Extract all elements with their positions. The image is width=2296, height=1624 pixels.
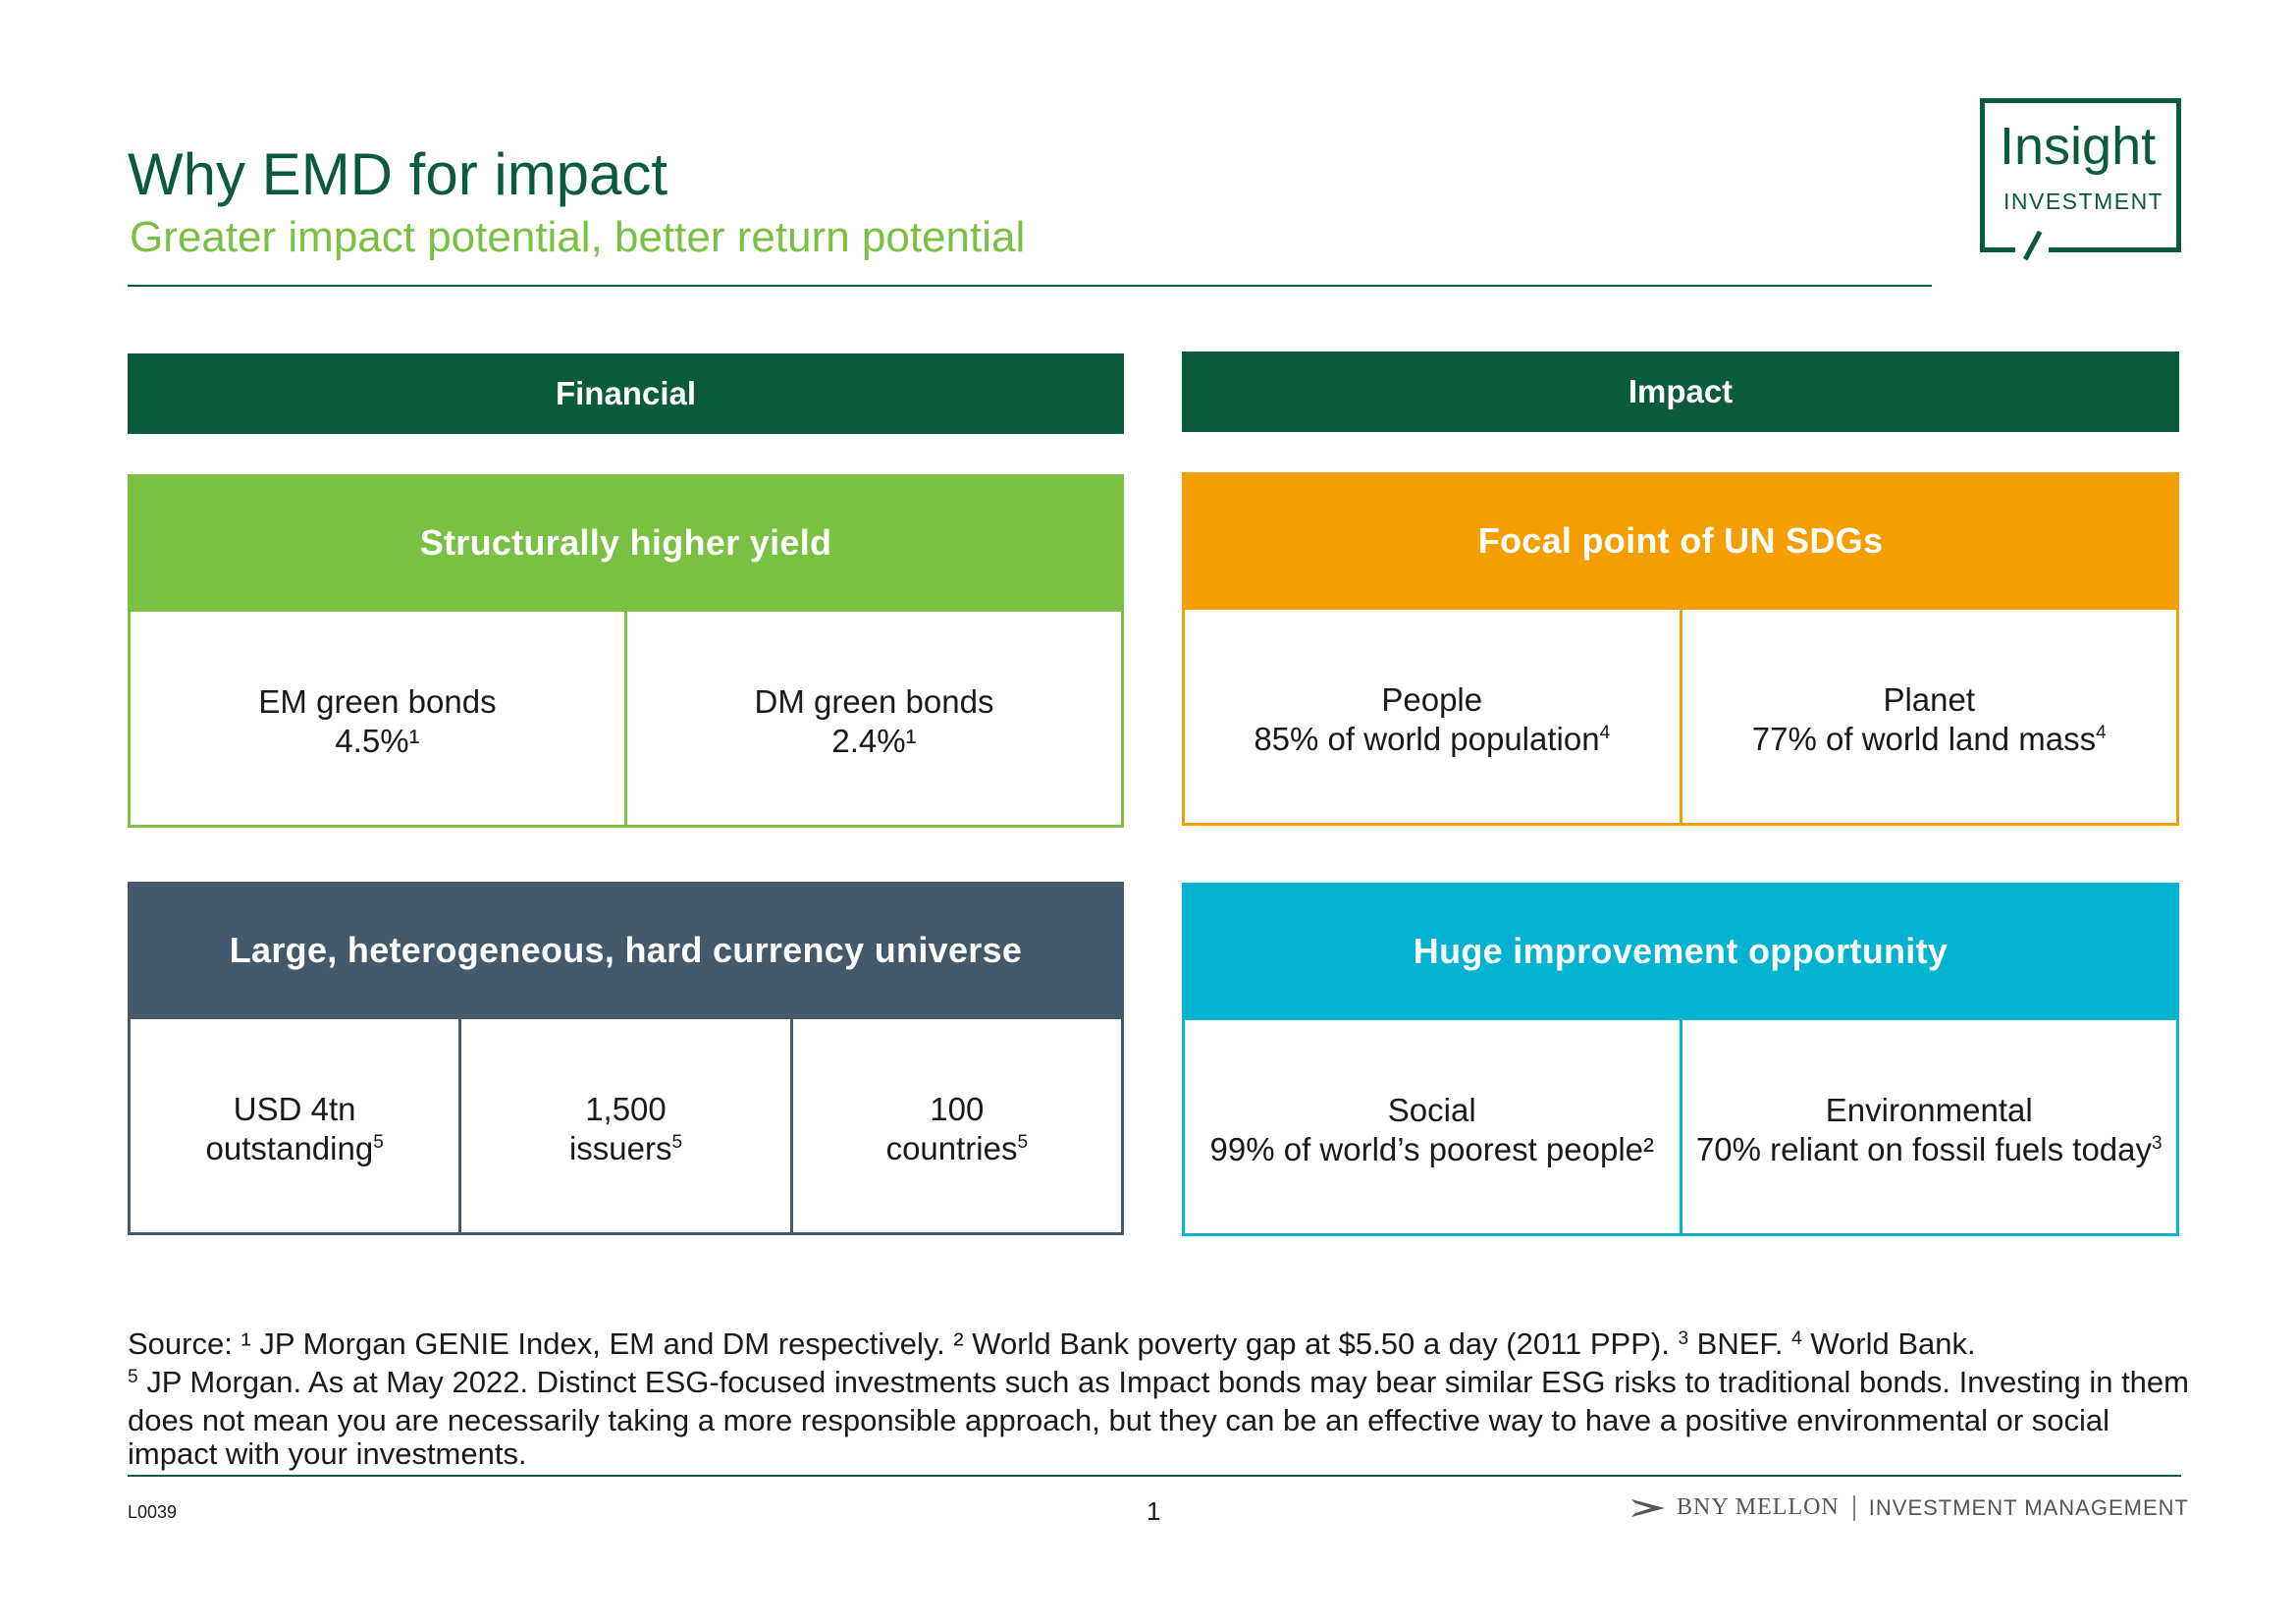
panel-improvement: Huge improvement opportunity Social 99% …: [1182, 883, 2179, 1236]
page-subtitle: Greater impact potential, better return …: [130, 213, 1026, 261]
cell-value-line: outstanding5: [206, 1129, 384, 1174]
panel-yield-cells: EM green bonds 4.5%¹ DM green bonds 2.4%…: [128, 612, 1124, 828]
cell-value: 70% reliant on fossil fuels today: [1695, 1131, 2153, 1167]
panel-improvement-cells: Social 99% of world’s poorest people² En…: [1182, 1020, 2179, 1236]
panel-universe-cells: USD 4tn outstanding5 1,500 issuers5 100 …: [128, 1019, 1124, 1235]
logo-subtitle: INVESTMENT: [2003, 189, 2164, 214]
cell-label: 100: [930, 1091, 985, 1127]
cell-value-line: issuers5: [569, 1129, 682, 1174]
cell-value: 4.5%¹: [335, 723, 420, 759]
cell-value-line: 85% of world population4: [1254, 720, 1610, 765]
panel-improvement-title: Huge improvement opportunity: [1182, 883, 2179, 1020]
cell-issuers: 1,500 issuers5: [461, 1019, 793, 1232]
cell-usd-outstanding: USD 4tn outstanding5: [131, 1019, 462, 1232]
footnote-ref: 5: [671, 1132, 683, 1153]
footnote-ref: 4: [2096, 723, 2107, 743]
logo-separator: [1852, 1494, 1855, 1521]
insight-investment-logo: Insight INVESTMENT: [1980, 98, 2181, 261]
source-footnote: Source: ¹ JP Morgan GENIE Index, EM and …: [128, 1326, 2189, 1471]
cell-dm-green-bonds: DM green bonds 2.4%¹: [627, 612, 1121, 825]
cell-value-line: 70% reliant on fossil fuels today3: [1696, 1130, 2163, 1175]
panel-sdgs: Focal point of UN SDGs People 85% of wor…: [1182, 472, 2179, 826]
title-divider: [128, 285, 1932, 287]
cell-value: issuers: [568, 1130, 672, 1166]
cell-countries: 100 countries5: [793, 1019, 1121, 1232]
cell-value: 85% of world population: [1254, 721, 1600, 757]
bny-arrow-icon: [1631, 1498, 1665, 1517]
cell-value-line: countries5: [886, 1129, 1028, 1174]
cell-value: outstanding: [205, 1130, 374, 1166]
footer-divider: [128, 1475, 2181, 1477]
panel-yield: Structurally higher yield EM green bonds…: [128, 474, 1124, 828]
cell-planet: Planet 77% of world land mass4: [1682, 610, 2177, 823]
document-code: L0039: [128, 1502, 178, 1522]
footnote-ref: 4: [1599, 723, 1611, 743]
cell-label: EM green bonds: [258, 683, 497, 720]
cell-value: 99% of world’s poorest people²: [1209, 1131, 1655, 1167]
bny-brand: BNY MELLON: [1677, 1494, 1840, 1520]
footnote-ref: 5: [1017, 1132, 1029, 1153]
cell-label: USD 4tn: [233, 1091, 356, 1127]
cell-value: countries: [885, 1130, 1018, 1166]
cell-value-line: 77% of world land mass4: [1752, 720, 2107, 765]
page-number: 1: [1147, 1496, 1161, 1526]
footnote-ref: 3: [2152, 1133, 2163, 1154]
column-header-impact: Impact: [1182, 352, 2179, 432]
cell-label: DM green bonds: [754, 683, 994, 720]
panel-sdgs-cells: People 85% of world population4 Planet 7…: [1182, 610, 2179, 826]
panel-sdgs-title: Focal point of UN SDGs: [1182, 472, 2179, 610]
column-header-financial: Financial: [128, 353, 1124, 434]
panel-universe-title: Large, heterogeneous, hard currency univ…: [128, 882, 1124, 1019]
cell-value: 2.4%¹: [831, 723, 917, 759]
cell-social: Social 99% of world’s poorest people²: [1185, 1020, 1682, 1233]
cell-label: Environmental: [1825, 1092, 2033, 1128]
panel-yield-title: Structurally higher yield: [128, 474, 1124, 612]
logo-frame: [1980, 98, 2181, 252]
cell-label: Planet: [1883, 681, 1976, 718]
panel-universe: Large, heterogeneous, hard currency univ…: [128, 882, 1124, 1235]
logo-word: Insight: [2000, 117, 2157, 176]
cell-em-green-bonds: EM green bonds 4.5%¹: [131, 612, 627, 825]
cell-label: 1,500: [585, 1091, 667, 1127]
bny-division: INVESTMENT MANAGEMENT: [1868, 1494, 2189, 1520]
cell-environmental: Environmental 70% reliant on fossil fuel…: [1682, 1020, 2177, 1233]
cell-label: Social: [1387, 1092, 1476, 1128]
cell-value: 77% of world land mass: [1751, 721, 2097, 757]
footnote-ref: 5: [373, 1132, 384, 1153]
page-title: Why EMD for impact: [128, 141, 668, 207]
cell-people: People 85% of world population4: [1185, 610, 1682, 823]
cell-label: People: [1381, 681, 1483, 718]
bny-mellon-logo: BNY MELLON INVESTMENT MANAGEMENT: [1631, 1494, 2189, 1521]
